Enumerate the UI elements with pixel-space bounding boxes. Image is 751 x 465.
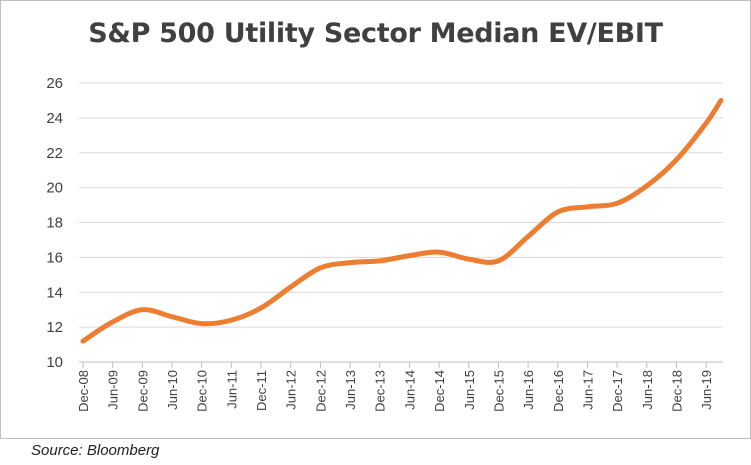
data-point [557,211,559,213]
x-tick-label: Jun-19 [699,370,714,410]
x-axis-ticks: Dec-08 Jun-09 Dec-09 Jun-10 Dec-10 Jun-11 Dec-… [76,362,714,412]
chart-frame [0,0,751,439]
data-point [290,286,292,288]
line-chart: 10 12 14 16 18 20 22 24 26 Dec-08 Jun-09 Dec-09 Jun… [46,75,724,412]
y-tick-label: 24 [46,110,63,127]
source-note: Source: Bloomberg [31,442,160,459]
x-tick-label: Dec-09 [135,370,150,412]
series-line [80,97,724,344]
data-point [319,267,321,269]
x-tick-label: Jun-15 [462,370,477,410]
x-tick-label: Dec-11 [254,370,269,411]
data-point [82,340,84,342]
chart-title: S&P 500 Utility Sector Median EV/EBIT [88,18,663,49]
gridlines [79,82,723,328]
data-point [468,258,470,260]
data-point [408,255,410,257]
data-point [141,309,143,311]
x-tick-label: Jun-17 [580,370,595,410]
x-tick-label: Jun-13 [343,370,358,410]
x-tick-label: Jun-18 [640,370,655,410]
data-point [171,316,173,318]
data-point [586,206,588,208]
x-tick-label: Dec-10 [195,370,210,412]
y-tick-label: 14 [46,284,63,301]
y-tick-label: 20 [46,180,63,197]
data-point [616,202,618,204]
data-point [675,159,677,161]
data-point [527,235,529,237]
data-point [230,319,232,321]
x-tick-label: Jun-09 [106,370,121,410]
data-point [497,260,499,262]
x-tick-label: Dec-12 [313,370,328,412]
data-point [646,185,648,187]
y-tick-label: 12 [46,319,63,336]
x-tick-label: Dec-16 [551,370,566,412]
data-point [349,262,351,264]
series-layer [80,97,724,344]
x-tick-label: Jun-14 [402,370,417,410]
x-tick-label: Dec-13 [373,370,388,412]
y-tick-label: 10 [46,354,63,371]
x-tick-label: Dec-14 [432,370,447,412]
data-point [260,307,262,309]
data-point [379,260,381,262]
data-point [705,122,707,124]
x-tick-label: Jun-12 [284,370,299,410]
data-point [720,99,722,101]
x-tick-label: Jun-10 [165,370,180,410]
data-point [201,323,203,325]
x-tick-label: Dec-15 [491,370,506,412]
data-point [112,321,114,323]
x-tick-label: Jun-16 [521,370,536,410]
x-tick-label: Dec-18 [669,370,684,412]
y-tick-label: 22 [46,145,63,162]
y-tick-label: 26 [46,75,63,92]
data-point [438,251,440,253]
x-tick-label: Dec-08 [76,370,91,412]
y-tick-label: 16 [46,249,63,266]
y-axis-ticks: 10 12 14 16 18 20 22 24 26 [46,75,63,371]
x-tick-label: Dec-17 [610,370,625,412]
x-tick-label: Jun-11 [224,370,239,409]
y-tick-label: 18 [46,215,63,232]
